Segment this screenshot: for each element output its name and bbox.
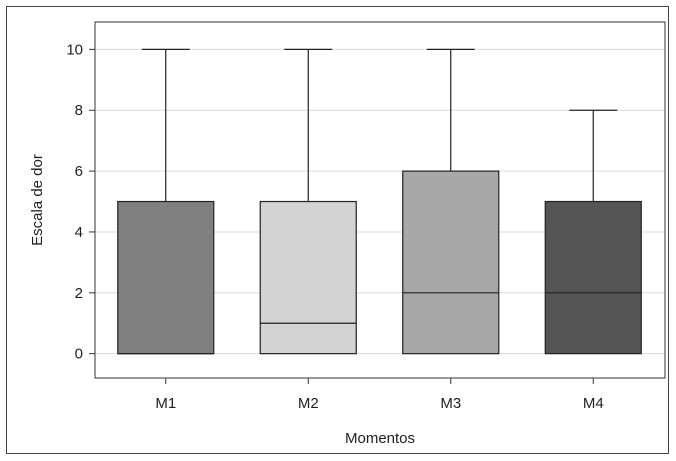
x-tick-label: M2 <box>298 395 319 412</box>
box-m3 <box>402 48 500 355</box>
plot-area <box>94 21 666 379</box>
box-m2 <box>259 48 357 355</box>
y-axis-label: Escala de dor <box>29 154 46 246</box>
y-tick-label: 2 <box>75 285 83 302</box>
x-tick-label: M4 <box>583 395 604 412</box>
x-axis-label: Momentos <box>345 430 415 447</box>
box-iqr <box>259 200 357 355</box>
y-tick-label: 0 <box>75 346 83 363</box>
y-axis: 0 2 4 6 8 10 <box>66 41 95 363</box>
y-tick-label: 8 <box>75 102 83 119</box>
box-iqr <box>402 170 500 355</box>
y-tick-label: 10 <box>66 41 83 58</box>
boxes <box>117 48 642 355</box>
box-m1 <box>117 48 215 355</box>
box-iqr <box>544 200 642 355</box>
x-tick-label: M3 <box>440 395 461 412</box>
y-tick-label: 6 <box>75 163 83 180</box>
x-tick-label: M1 <box>155 395 176 412</box>
x-axis: M1 M2 M3 M4 <box>155 378 604 412</box>
y-tick-label: 4 <box>75 224 83 241</box>
box-iqr <box>117 200 215 355</box>
box-m4 <box>544 109 642 355</box>
